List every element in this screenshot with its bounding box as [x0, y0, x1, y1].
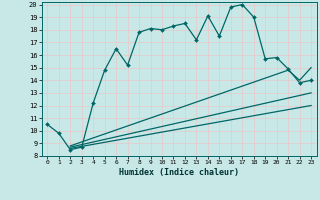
X-axis label: Humidex (Indice chaleur): Humidex (Indice chaleur): [119, 168, 239, 177]
